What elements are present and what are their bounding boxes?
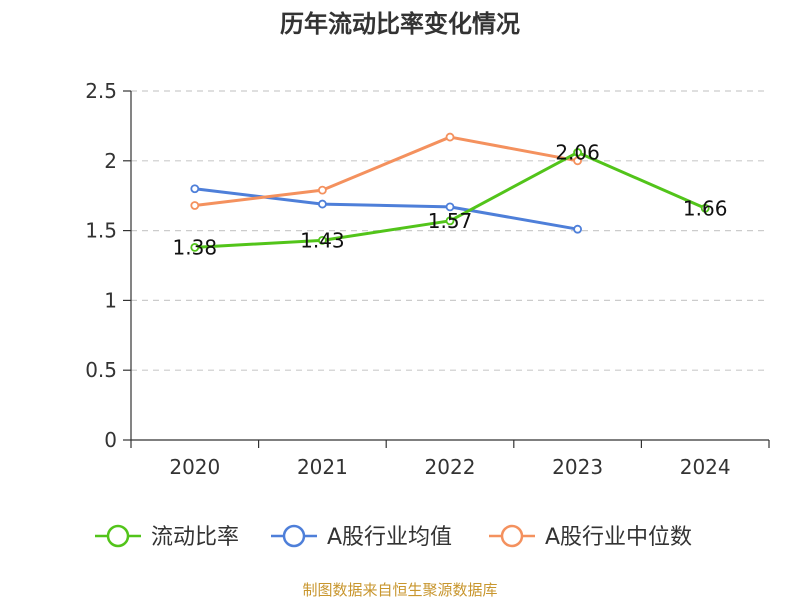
data-point — [573, 156, 582, 166]
legend-marker — [106, 524, 130, 548]
data-point — [445, 216, 455, 226]
series-line-0 — [194, 150, 706, 249]
source-note: 制图数据来自恒生聚源数据库 — [302, 581, 497, 599]
y-tick-label: 1 — [104, 288, 117, 312]
x-tick-label: 2024 — [680, 455, 731, 479]
legend-item-0[interactable]: 流动比率 — [95, 524, 239, 550]
data-point — [445, 132, 455, 142]
series-lines — [190, 132, 710, 252]
legend[interactable]: 流动比率 A股行业均值 A股行业中位数 — [95, 524, 692, 550]
data-label: 2.06 — [555, 140, 600, 164]
legend-item-2[interactable]: A股行业中位数 — [489, 524, 692, 550]
data-point — [317, 235, 327, 245]
data-point — [317, 199, 327, 209]
chart-title: 历年流动比率变化情况 — [280, 10, 520, 38]
data-labels: 1.38 1.43 1.57 2.06 1.66 — [173, 140, 728, 259]
legend-label: A股行业中位数 — [545, 525, 692, 550]
y-tick-label: 2 — [104, 149, 117, 173]
data-label: 1.43 — [300, 228, 345, 252]
axes: 0 0.5 1 1.5 2 2.5 2020 2021 2022 2023 2024 — [85, 79, 770, 479]
legend-marker — [500, 524, 524, 548]
legend-marker — [282, 524, 306, 548]
series-line-1 — [194, 187, 578, 231]
legend-label: A股行业均值 — [327, 525, 452, 550]
x-tick-label: 2020 — [169, 455, 220, 479]
legend-label: 流动比率 — [151, 525, 239, 550]
data-point — [700, 203, 710, 213]
y-tick-label: 0.5 — [85, 358, 117, 382]
data-point — [573, 148, 582, 157]
series-line-2 — [194, 135, 578, 207]
x-tick-label: 2021 — [297, 455, 348, 479]
data-point — [190, 242, 200, 252]
data-label: 1.38 — [173, 235, 218, 259]
data-point — [190, 201, 200, 210]
y-tick-label: 1.5 — [85, 219, 117, 243]
x-tick-label: 2022 — [425, 455, 476, 479]
grid-lines — [131, 90, 769, 371]
data-point — [190, 184, 200, 194]
data-point — [573, 224, 582, 234]
data-point — [317, 185, 327, 195]
data-point — [445, 202, 455, 212]
y-tick-label: 0 — [104, 428, 117, 452]
data-label: 1.66 — [683, 196, 728, 220]
legend-item-1[interactable]: A股行业均值 — [271, 524, 452, 550]
x-tick-label: 2023 — [552, 455, 603, 479]
y-tick-label: 2.5 — [85, 79, 117, 103]
data-label: 1.57 — [428, 209, 473, 233]
